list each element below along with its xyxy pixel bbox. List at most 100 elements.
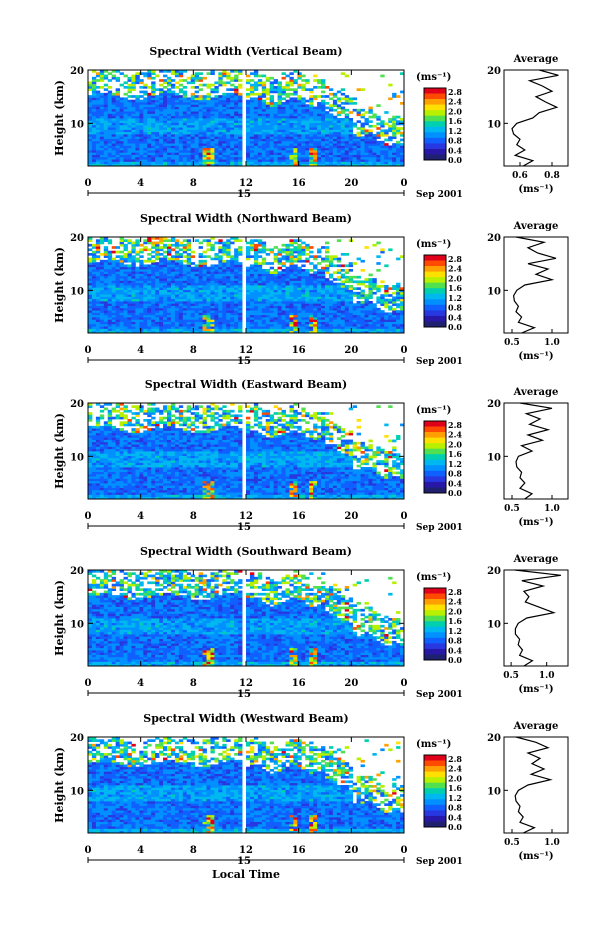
heatmap-cell (218, 255, 222, 258)
heatmap-cell (250, 312, 254, 315)
heatmap-cell (286, 255, 290, 258)
heatmap-cell (226, 248, 230, 251)
heatmap-cell (266, 253, 270, 256)
heatmap-cell (112, 141, 116, 144)
heatmap-cell (325, 271, 329, 274)
heatmap-cell (246, 134, 250, 137)
heatmap-cell (250, 97, 254, 100)
heatmap-cell (234, 134, 238, 137)
heatmap-cell (218, 72, 222, 75)
heatmap-cell (286, 120, 290, 123)
heatmap-cell (143, 303, 147, 306)
heatmap-cell (92, 260, 96, 263)
heatmap-cell (96, 324, 100, 327)
heatmap-cell (258, 104, 262, 107)
heatmap-cell (258, 157, 262, 160)
heatmap-cell (278, 93, 282, 96)
heatmap-cell (246, 161, 250, 164)
heatmap-cell (234, 125, 238, 128)
heatmap-cell (317, 276, 321, 279)
heatmap-cell (179, 97, 183, 100)
heatmap-cell (361, 161, 365, 164)
heatmap-cell (286, 134, 290, 137)
heatmap-cell (116, 264, 120, 267)
heatmap-cell (317, 86, 321, 89)
heatmap-cell (321, 319, 325, 322)
heatmap-cell (293, 97, 297, 100)
heatmap-cell (282, 93, 286, 96)
heatmap-cell (135, 308, 139, 311)
heatmap-cell (112, 269, 116, 272)
heatmap-cell (143, 84, 147, 87)
heatmap-cell (179, 136, 183, 139)
heatmap-cell (246, 267, 250, 270)
heatmap-cell (203, 104, 207, 107)
heatmap-cell (392, 134, 396, 137)
heatmap-cell (108, 255, 112, 258)
heatmap-cell (195, 113, 199, 116)
heatmap-cell (135, 271, 139, 274)
heatmap-cell (301, 84, 305, 87)
heatmap-cell (112, 301, 116, 304)
heatmap-cell (246, 287, 250, 290)
heatmap-cell (88, 86, 92, 89)
heatmap-cell (392, 136, 396, 139)
heatmap-cell (305, 324, 309, 327)
heatmap-cell (345, 145, 349, 148)
heatmap-cell (191, 157, 195, 160)
heatmap-cell (214, 317, 218, 320)
heatmap-cell (214, 134, 218, 137)
heatmap-cell (289, 72, 293, 75)
heatmap-cell (155, 296, 159, 299)
heatmap-cell (88, 104, 92, 107)
heatmap-cell (222, 317, 226, 320)
heatmap-cell (108, 113, 112, 116)
heatmap-cell (131, 287, 135, 290)
heatmap-cell (139, 244, 143, 247)
heatmap-cell (258, 287, 262, 290)
heatmap-cell (297, 77, 301, 80)
heatmap-cell (171, 104, 175, 107)
heatmap-cell (226, 81, 230, 84)
heatmap-cell (230, 276, 234, 279)
heatmap-cell (282, 161, 286, 164)
heatmap-cell (203, 269, 207, 272)
heatmap-cell (297, 303, 301, 306)
heatmap-cell (187, 102, 191, 105)
heatmap-cell (341, 134, 345, 137)
heatmap-cell (325, 255, 329, 258)
heatmap-cell (238, 84, 242, 87)
panel-2: Spectral Width (Northward Beam)1020Heigh… (53, 212, 568, 367)
heatmap-cell (258, 312, 262, 315)
heatmap-cell (258, 136, 262, 139)
heatmap-cell (301, 324, 305, 327)
heatmap-cell (301, 301, 305, 304)
heatmap-cell (226, 260, 230, 263)
heatmap-cell (325, 152, 329, 155)
heatmap-cell (179, 125, 183, 128)
heatmap-cell (203, 125, 207, 128)
heatmap-cell (175, 136, 179, 139)
heatmap-cell (270, 292, 274, 295)
heatmap-cell (254, 97, 258, 100)
heatmap-cell (270, 95, 274, 98)
heatmap-cell (365, 161, 369, 164)
heatmap-cell (226, 129, 230, 132)
heatmap-cell (195, 317, 199, 320)
heatmap-cell (183, 136, 187, 139)
heatmap-cell (124, 276, 128, 279)
heatmap-cell (341, 157, 345, 160)
heatmap-cell (116, 319, 120, 322)
heatmap-cell (167, 134, 171, 137)
heatmap-cell (270, 113, 274, 116)
heatmap-cell (246, 118, 250, 121)
heatmap-cell (218, 296, 222, 299)
heatmap-cell (297, 104, 301, 107)
heatmap-cell (388, 136, 392, 139)
heatmap-cell (104, 308, 108, 311)
heatmap-cell (139, 129, 143, 132)
heatmap-cell (376, 134, 380, 137)
heatmap-cell (305, 319, 309, 322)
heatmap-cell (289, 292, 293, 295)
x-tick-label: 12 (239, 178, 253, 189)
